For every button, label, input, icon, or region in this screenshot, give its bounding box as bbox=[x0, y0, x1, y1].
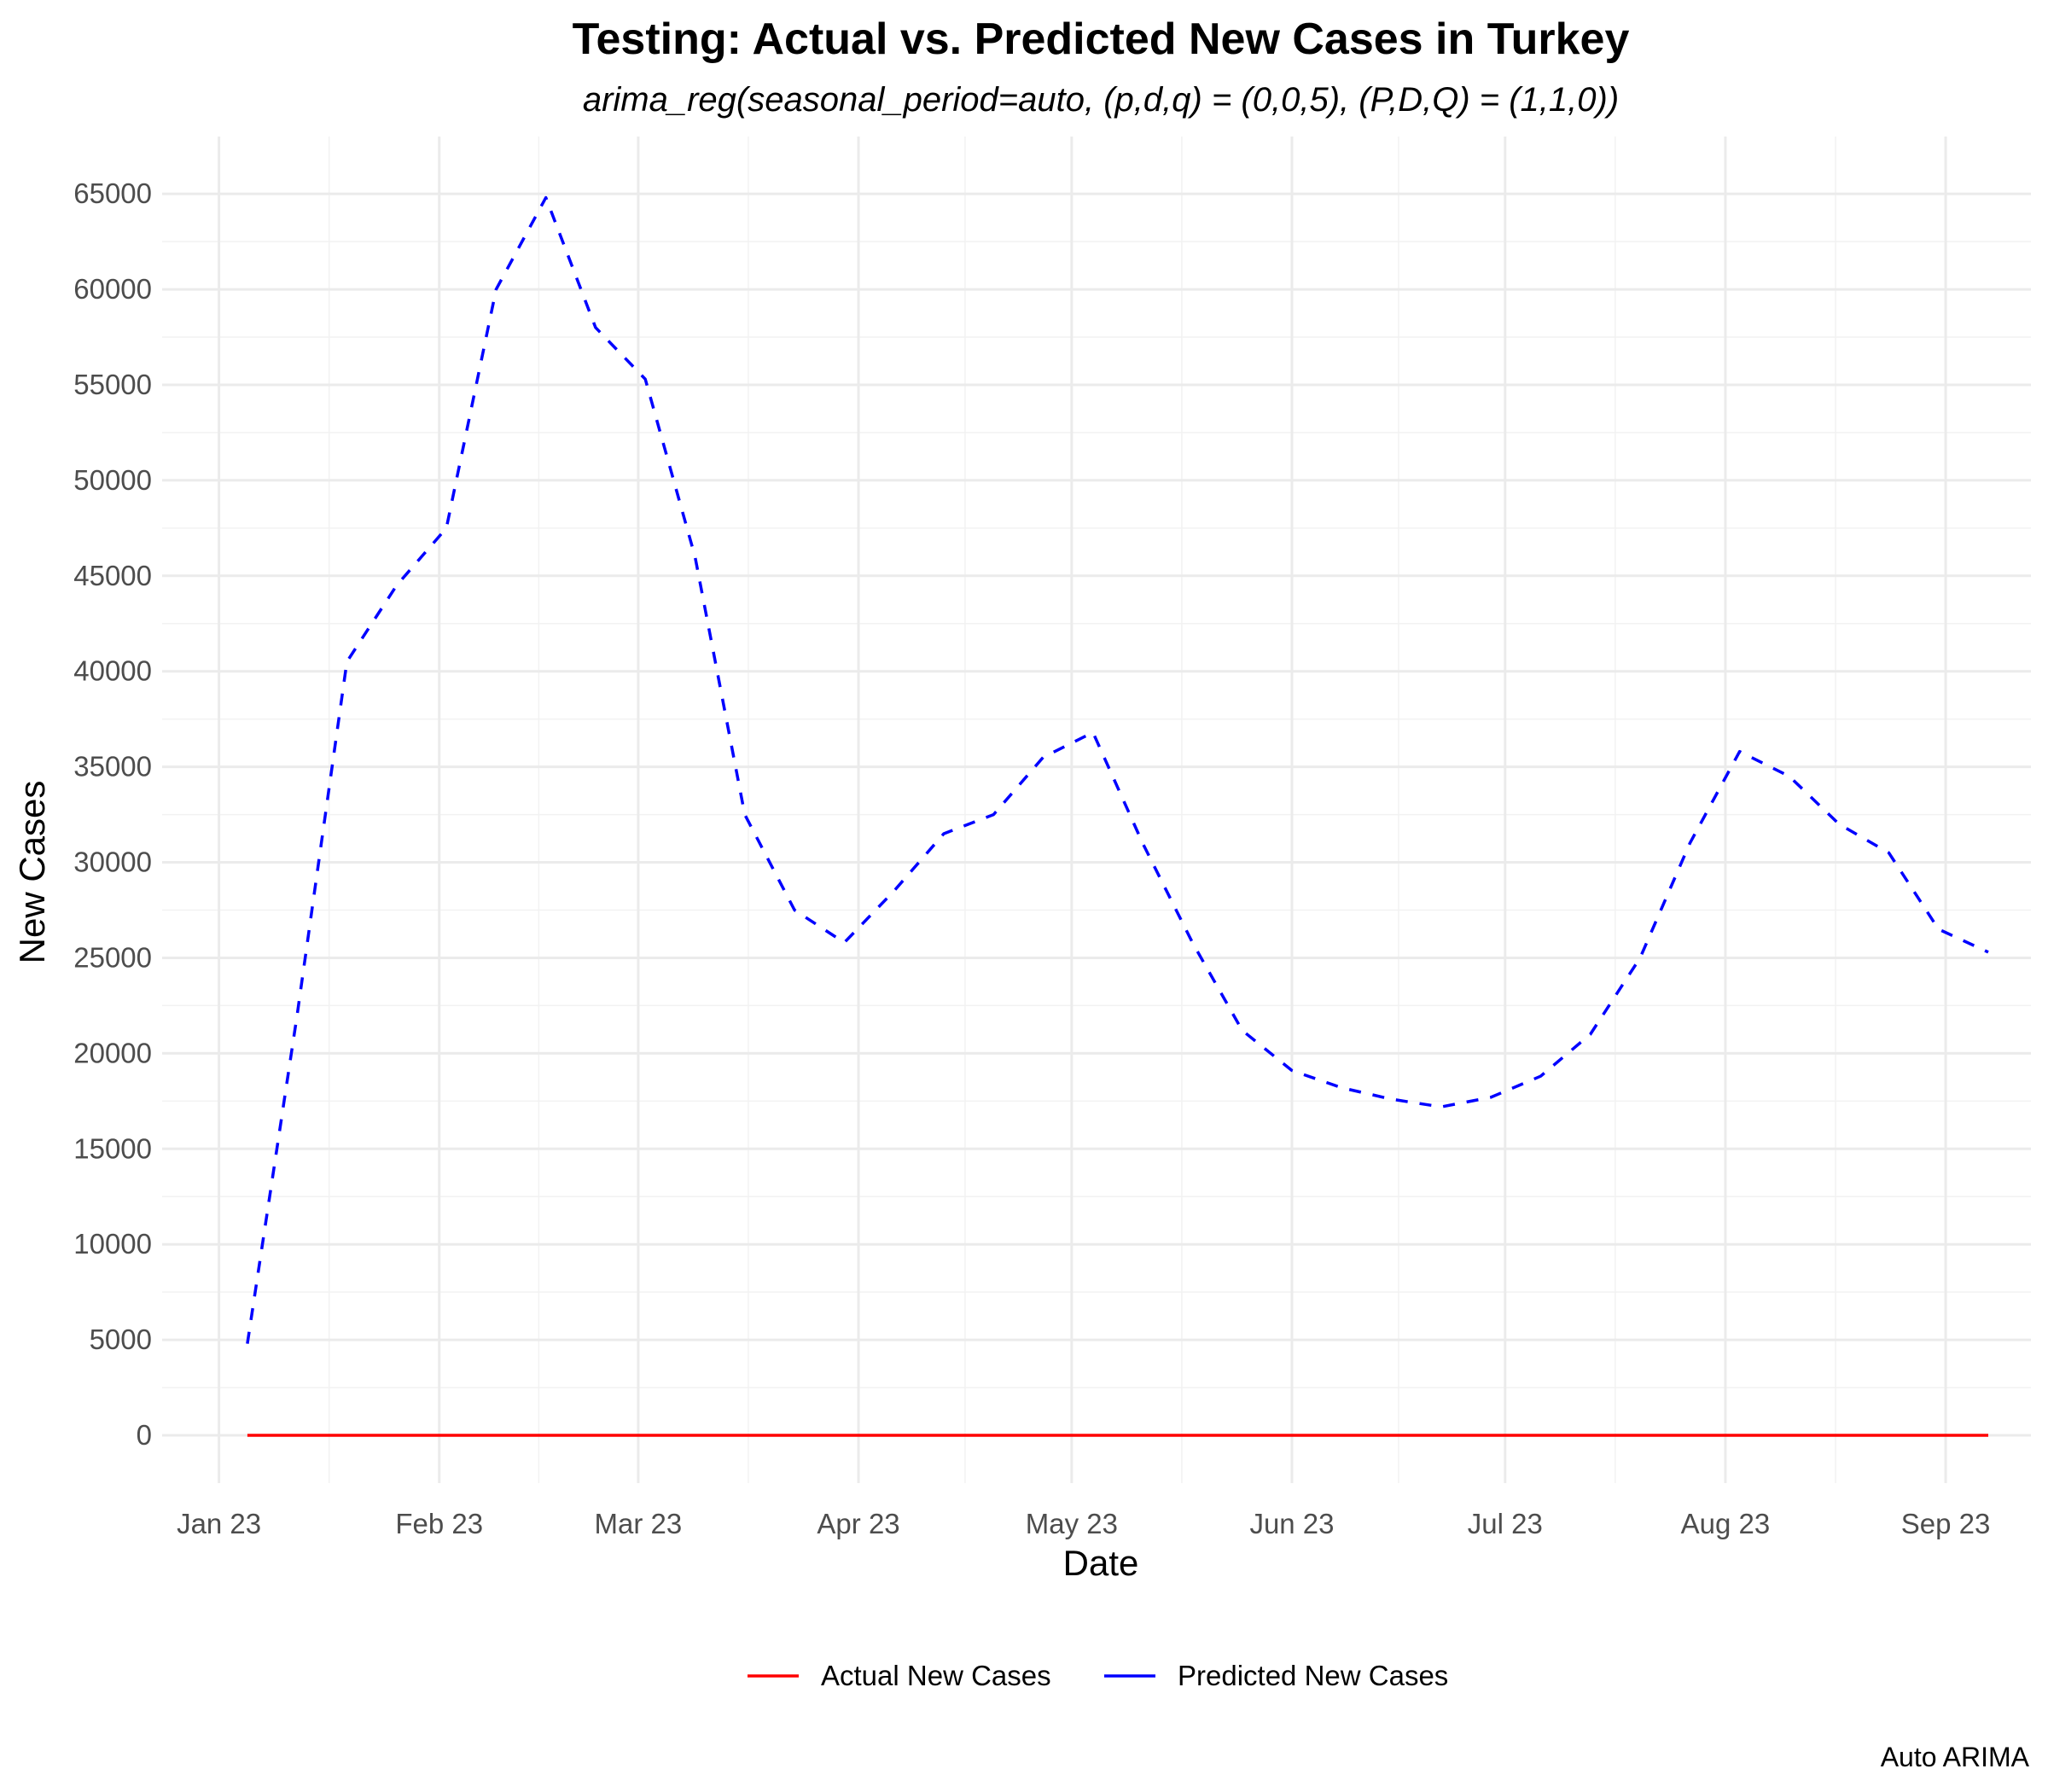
legend-predicted-label: Predicted New Cases bbox=[1178, 1660, 1448, 1691]
y-tick-label: 45000 bbox=[73, 560, 152, 591]
x-axis-title: Date bbox=[1063, 1543, 1139, 1583]
x-tick-label: Jun 23 bbox=[1249, 1508, 1334, 1539]
series-layer bbox=[246, 195, 1989, 1437]
predicted-new-cases-line bbox=[246, 195, 1989, 1344]
chart-subtitle: arima_reg(seasonal_period=auto, (p,d,q) … bbox=[583, 81, 1619, 119]
y-tick-label: 10000 bbox=[73, 1228, 152, 1260]
y-tick-label: 25000 bbox=[73, 941, 152, 973]
y-tick-label: 20000 bbox=[73, 1037, 152, 1068]
legend: Actual New Cases Predicted New Cases bbox=[748, 1660, 1448, 1691]
y-tick-label: 65000 bbox=[73, 177, 152, 209]
y-axis-ticks: 0 5000 10000 15000 20000 25000 30000 35000 40000… bbox=[73, 177, 152, 1451]
y-tick-label: 5000 bbox=[90, 1324, 152, 1355]
x-tick-label: Mar 23 bbox=[595, 1508, 683, 1539]
y-tick-label: 40000 bbox=[73, 655, 152, 687]
x-tick-label: Feb 23 bbox=[395, 1508, 483, 1539]
chart-caption: Auto ARIMA bbox=[1881, 1742, 2030, 1772]
y-tick-label: 0 bbox=[137, 1419, 152, 1451]
y-tick-label: 50000 bbox=[73, 464, 152, 496]
x-tick-label: Sep 23 bbox=[1901, 1508, 1991, 1539]
chart-title: Testing: Actual vs. Predicted New Cases … bbox=[573, 15, 1630, 64]
y-axis-title: New Cases bbox=[12, 781, 52, 964]
grid bbox=[162, 137, 2031, 1483]
legend-actual-label: Actual New Cases bbox=[821, 1660, 1051, 1691]
x-tick-label: Aug 23 bbox=[1681, 1508, 1771, 1539]
x-axis-ticks: Jan 23 Feb 23 Mar 23 Apr 23 May 23 Jun 23 Jul … bbox=[177, 1508, 1990, 1539]
y-tick-label: 55000 bbox=[73, 369, 152, 400]
y-tick-label: 35000 bbox=[73, 751, 152, 783]
y-tick-label: 15000 bbox=[73, 1132, 152, 1164]
x-tick-label: Apr 23 bbox=[817, 1508, 899, 1539]
x-tick-label: Jul 23 bbox=[1468, 1508, 1543, 1539]
y-tick-label: 60000 bbox=[73, 273, 152, 305]
x-tick-label: May 23 bbox=[1026, 1508, 1118, 1539]
y-tick-label: 30000 bbox=[73, 847, 152, 878]
x-tick-label: Jan 23 bbox=[177, 1508, 261, 1539]
